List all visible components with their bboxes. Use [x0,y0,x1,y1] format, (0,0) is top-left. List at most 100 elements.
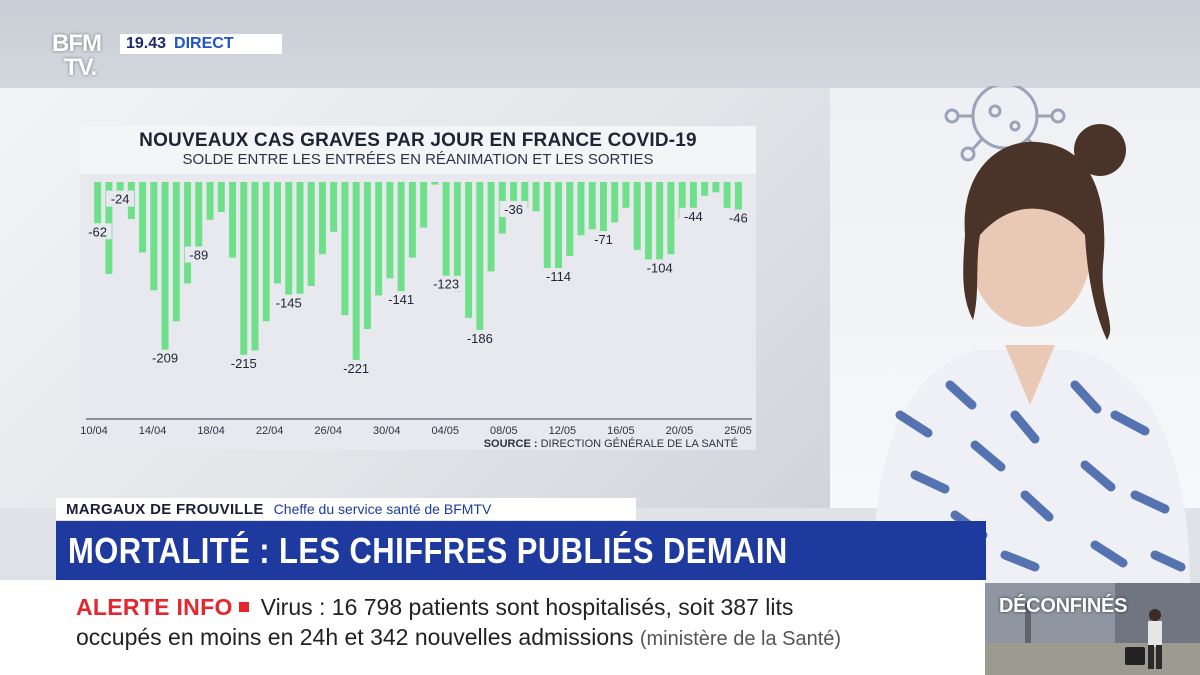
chart-bar [734,182,742,222]
chart-bar [622,182,630,208]
chart-bar [689,182,697,220]
live-indicator: 19.43 DIRECT [120,34,282,54]
chart-bar [667,182,675,255]
chart-bar [600,182,607,244]
chart-bar [251,182,259,351]
chart-bar [184,182,192,284]
deconfines-box: DÉCONFINÉS [985,583,1200,675]
guest-role: Cheffe du service santé de BFMTV [273,501,492,517]
data-label: -89 [189,248,208,263]
chart-bar [701,182,709,196]
data-label-background [383,291,420,308]
x-tick-label: 14/04 [139,425,167,437]
chart-bar [633,182,641,250]
data-label-background [499,200,528,217]
chart-bar [206,182,214,220]
data-label-background [589,231,618,248]
data-label-background [428,275,465,292]
alert-ticker: ALERTE INFO Virus : 16 798 patients sont … [0,580,985,675]
x-tick-label: 18/04 [197,425,225,437]
data-label-background [147,349,184,366]
chart-bar [296,182,304,294]
data-label: -104 [647,260,673,275]
ticker-text-2: occupés en moins en 24h et 342 nouvelles… [76,624,634,650]
chart-bar [566,182,574,256]
chart-bar [487,182,495,272]
x-tick-label: 08/05 [490,425,518,437]
data-label: -215 [231,356,257,371]
chart-bar [318,182,326,255]
ticker-line-1: ALERTE INFO Virus : 16 798 patients sont … [76,594,793,621]
chart-source-text: DIRECTION GÉNÉRALE DE LA SANTÉ [540,438,738,450]
chart-bar [577,182,585,236]
data-label-background [724,209,753,226]
data-label-background [679,207,708,224]
clock-time: 19.43 [126,35,167,52]
data-label: -46 [729,211,748,226]
chart-title-band [80,126,756,174]
chart-source-label: SOURCE : [483,438,538,450]
chart-bar [375,182,383,296]
chart-bar [330,182,338,232]
chart-source: SOURCE : DIRECTION GÉNÉRALE DE LA SANTÉ [484,438,738,450]
x-tick-label: 04/05 [432,425,460,437]
name-strap: MARGAUX DE FROUVILLE Cheffe du service s… [56,498,636,520]
data-label-background [83,223,112,240]
chart-bar [285,182,293,307]
deconfines-label: DÉCONFINÉS [999,595,1128,617]
x-tick-label: 16/05 [607,425,635,437]
chart-bar [386,182,394,279]
chart-bar [588,182,596,230]
data-label-background [225,354,262,371]
chart-bar [723,182,731,208]
chart-bar [656,182,664,272]
chart-bar [307,182,315,287]
data-label-background [461,329,498,346]
chart-bar [442,182,450,288]
chart-bar [274,182,281,284]
x-tick-label: 12/05 [549,425,577,437]
chart-bar [476,182,484,342]
x-tick-label: 20/05 [666,425,694,437]
headline-bar: MORTALITÉ : LES CHIFFRES PUBLIÉS DEMAIN [56,521,986,580]
data-label: -71 [594,232,613,247]
chart-bar [420,182,428,228]
presenter-figure [874,124,1190,585]
data-label: -186 [467,331,493,346]
chart-bar [408,182,416,258]
chart-bar [555,182,562,280]
channel-logo: BFM TV. [52,32,114,84]
x-tick-label: 30/04 [373,425,401,437]
alert-label: ALERTE INFO [76,594,233,620]
chart-subtitle: SOLDE ENTRE LES ENTRÉES EN RÉANIMATION E… [182,151,654,168]
x-tick-label: 22/04 [256,425,284,437]
chart-bar [139,182,147,253]
data-label: -141 [388,292,414,307]
chart-bar [217,182,225,213]
data-label-background [270,294,307,311]
chart-bar [161,182,169,362]
chart-panel: -62 -24 -209 -89 -215 -145 -221 -141 -123 -186 -36… [78,126,758,452]
logo-line2: TV. [64,54,97,81]
data-label: -145 [276,296,302,311]
chart-bar [262,182,270,322]
data-label: -221 [343,361,369,376]
ticker-line-2: occupés en moins en 24h et 342 nouvelles… [76,624,841,651]
chart-bar [240,182,248,367]
headline-text: MORTALITÉ : LES CHIFFRES PUBLIÉS DEMAIN [68,529,788,571]
chart-bar [172,182,180,322]
chart-bar [431,182,439,185]
data-label-background [184,246,213,263]
data-label-background [106,190,135,207]
bar-chart: -62 -24 -209 -89 -215 -145 -221 -141 -123 -186 -36… [80,126,756,450]
chart-bar [611,182,619,223]
chart-bar [678,182,686,219]
data-label: -123 [433,277,459,292]
data-label: -209 [152,351,178,366]
x-tick-label: 26/04 [314,425,342,437]
data-label-background [641,259,678,276]
live-label: DIRECT [174,35,234,52]
chart-title: NOUVEAUX CAS GRAVES PAR JOUR EN FRANCE C… [139,130,697,151]
chart-bar [644,182,652,274]
data-label: -24 [111,192,130,207]
